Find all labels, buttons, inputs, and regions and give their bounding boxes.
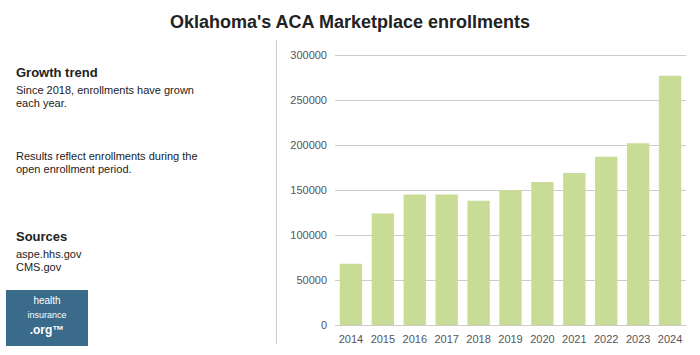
svg-text:open enrollment period.: open enrollment period. <box>16 163 132 175</box>
svg-text:50000: 50000 <box>296 274 327 286</box>
svg-text:CMS.gov: CMS.gov <box>16 261 62 273</box>
svg-text:150000: 150000 <box>290 184 327 196</box>
svg-text:aspe.hhs.gov: aspe.hhs.gov <box>16 248 82 260</box>
svg-text:300000: 300000 <box>290 49 327 61</box>
svg-text:2017: 2017 <box>434 333 458 345</box>
svg-text:2021: 2021 <box>562 333 586 345</box>
svg-text:Since 2018, enrollments have g: Since 2018, enrollments have grown <box>16 84 194 96</box>
svg-text:0: 0 <box>321 319 327 331</box>
svg-text:2019: 2019 <box>498 333 522 345</box>
svg-text:2024: 2024 <box>658 333 682 345</box>
svg-text:250000: 250000 <box>290 94 327 106</box>
svg-text:2022: 2022 <box>594 333 618 345</box>
svg-text:each year.: each year. <box>16 97 67 109</box>
svg-text:2018: 2018 <box>466 333 490 345</box>
svg-text:.org™: .org™ <box>30 323 65 337</box>
svg-text:health: health <box>33 295 60 306</box>
svg-text:Sources: Sources <box>16 229 67 244</box>
svg-text:2023: 2023 <box>626 333 650 345</box>
svg-text:Oklahoma's ACA Marketplace enr: Oklahoma's ACA Marketplace enrollments <box>170 12 530 32</box>
svg-text:insurance: insurance <box>27 310 66 320</box>
svg-text:100000: 100000 <box>290 229 327 241</box>
svg-text:Results reflect enrollments du: Results reflect enrollments during the <box>16 150 198 162</box>
svg-text:2014: 2014 <box>339 333 363 345</box>
svg-text:Growth trend: Growth trend <box>16 65 98 80</box>
svg-text:2015: 2015 <box>371 333 395 345</box>
svg-text:2020: 2020 <box>530 333 554 345</box>
svg-text:2016: 2016 <box>403 333 427 345</box>
svg-text:200000: 200000 <box>290 139 327 151</box>
